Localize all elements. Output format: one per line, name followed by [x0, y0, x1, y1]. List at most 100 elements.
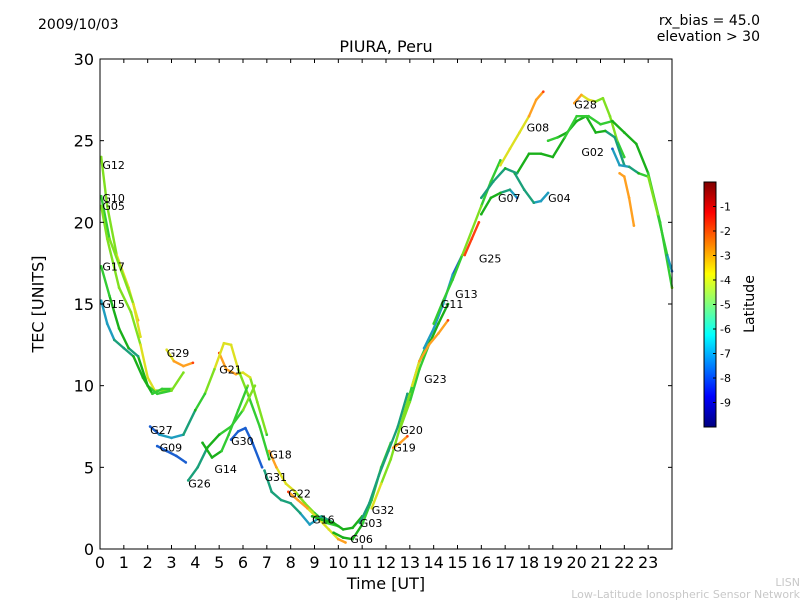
data-point	[158, 433, 161, 437]
satellite-label-g30: G30	[231, 435, 254, 448]
series-G18	[267, 449, 340, 528]
data-point	[99, 265, 103, 268]
data-point	[175, 454, 178, 458]
data-point	[477, 221, 481, 224]
data-point	[587, 98, 590, 102]
data-point	[470, 237, 474, 240]
data-point	[332, 521, 335, 525]
data-point	[539, 152, 543, 155]
data-point	[287, 490, 290, 494]
data-point	[368, 502, 371, 505]
satellite-label-g07: G07	[498, 192, 521, 205]
series-G12	[99, 155, 140, 322]
data-point	[182, 371, 185, 374]
data-point	[623, 131, 626, 134]
data-point	[618, 163, 621, 167]
data-point	[611, 119, 614, 123]
colorbar-tick-label: -2	[720, 225, 731, 238]
data-point	[427, 343, 431, 347]
series-segment	[368, 474, 380, 505]
data-point	[344, 541, 347, 544]
series-segment	[515, 152, 531, 175]
series-segment	[513, 172, 526, 191]
series-segment	[442, 278, 454, 302]
series-segment	[616, 139, 626, 159]
data-point	[298, 511, 302, 515]
series-segment	[351, 523, 364, 541]
series-segment	[399, 400, 411, 430]
data-point	[573, 101, 576, 105]
x-tick-label: 7	[262, 553, 272, 572]
data-point	[379, 482, 383, 486]
data-point	[437, 332, 440, 335]
data-point	[461, 253, 464, 257]
satellite-label-g02: G02	[581, 146, 604, 159]
data-point	[575, 119, 578, 123]
series-segment	[623, 175, 631, 200]
series-segment	[129, 311, 142, 346]
series-segment	[656, 212, 669, 257]
satellite-label-g19: G19	[393, 442, 416, 455]
colorbar-ticks: -9 -8 -7 -6 -5 -4 -3 -2 -1	[713, 201, 731, 410]
series-segment	[327, 528, 340, 541]
data-point	[608, 114, 612, 118]
satellite-label-g31: G31	[265, 471, 288, 484]
data-point	[308, 523, 312, 526]
series-segment	[611, 119, 626, 134]
series-segment	[132, 355, 145, 379]
series-segment	[263, 469, 273, 493]
data-point	[522, 188, 526, 191]
data-point	[229, 438, 233, 441]
series-segment	[523, 188, 535, 204]
data-point	[160, 387, 164, 391]
data-point	[108, 237, 111, 240]
data-point	[337, 537, 340, 541]
data-point	[499, 159, 502, 162]
x-tick-label: 12	[376, 553, 396, 572]
data-point	[165, 449, 168, 453]
data-point	[410, 384, 414, 388]
data-point	[515, 172, 519, 175]
data-point	[594, 131, 597, 134]
satellite-label-g05: G05	[102, 200, 125, 213]
series-segment	[99, 194, 111, 240]
data-point	[422, 346, 426, 350]
data-point	[279, 498, 283, 502]
x-tick-label: 4	[190, 553, 200, 572]
series-segment	[108, 294, 121, 330]
series-segment	[108, 237, 123, 273]
series-segment	[546, 136, 559, 142]
y-tick-label: 20	[74, 213, 94, 232]
series-segment	[539, 191, 550, 203]
data-point	[113, 338, 116, 342]
series-segment	[217, 425, 233, 436]
data-point	[432, 322, 436, 325]
series-segment	[594, 129, 607, 134]
satellite-label-g09: G09	[160, 442, 183, 455]
x-tick-label: 0	[95, 553, 105, 572]
series-segment	[172, 360, 185, 368]
series-segment	[437, 302, 450, 325]
series-segment	[141, 376, 154, 395]
data-point	[646, 172, 650, 175]
satellite-label-g15: G15	[102, 298, 125, 311]
series-segment	[461, 229, 473, 257]
y-axis-ticks: 0 5 10 15 20 25 30	[74, 50, 672, 559]
series-segment	[170, 433, 185, 440]
satellite-label-g23: G23	[424, 373, 447, 386]
data-point	[432, 327, 436, 330]
series-segment	[518, 114, 531, 134]
data-point	[263, 469, 266, 472]
data-point	[132, 355, 135, 358]
data-point	[377, 474, 381, 477]
data-point	[165, 348, 168, 352]
data-point	[587, 114, 590, 118]
series-segment	[158, 433, 173, 440]
y-tick-label: 15	[74, 295, 94, 314]
data-point	[234, 372, 238, 376]
elevation-label: elevation > 30	[656, 29, 760, 45]
data-point	[332, 531, 335, 534]
x-tick-label: 9	[309, 553, 319, 572]
colorbar-tick-label: -3	[720, 250, 731, 263]
